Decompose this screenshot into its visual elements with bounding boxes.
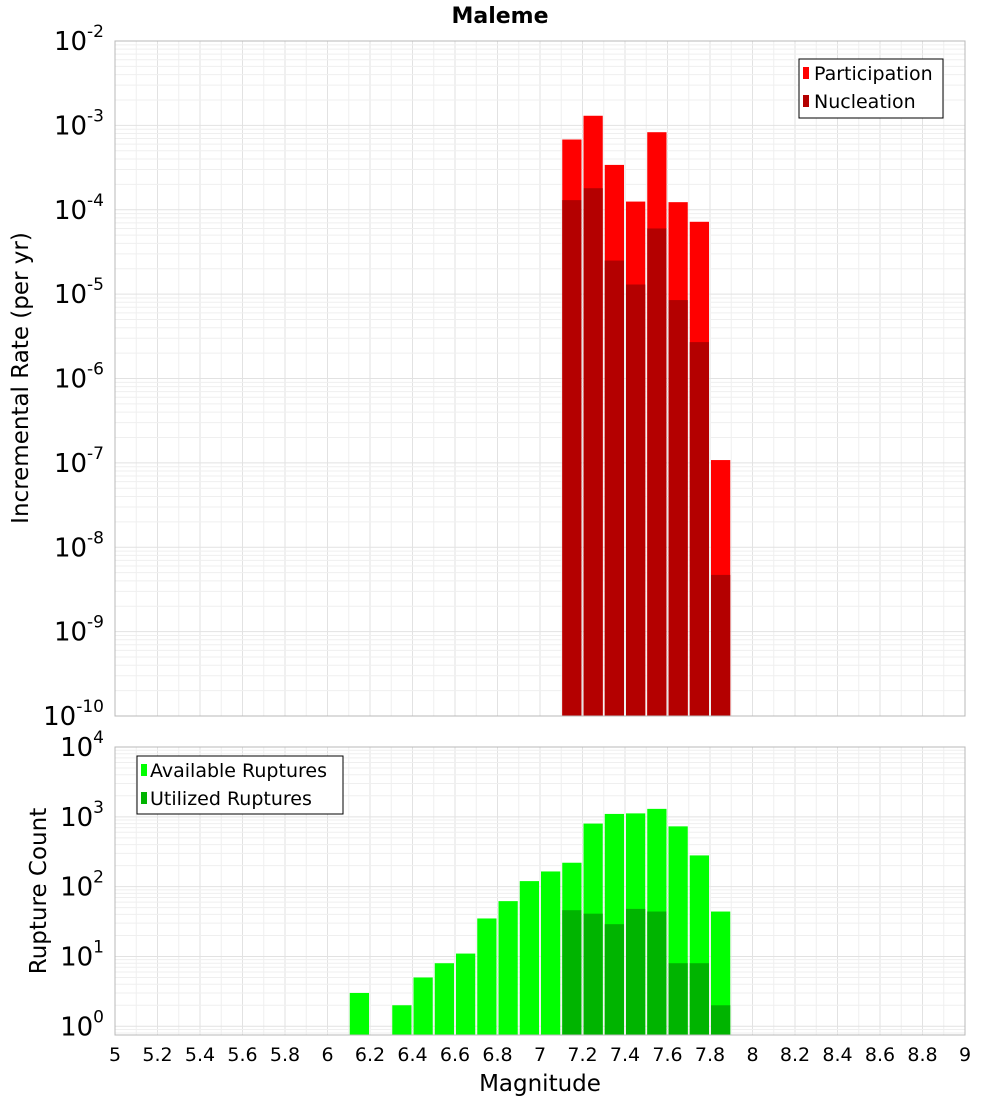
bar-available-ruptures (519, 881, 539, 1035)
bar-available-ruptures (498, 901, 518, 1035)
bottom-plot-frame (114, 746, 966, 1036)
bottom-y-axis-title: Rupture Count (26, 808, 52, 974)
y-tick-label: 10-10 (43, 697, 104, 732)
bottom-legend: Available Ruptures Utilized Ruptures (136, 755, 344, 815)
legend-swatch-available-ruptures (141, 764, 147, 776)
bottom-y-tick-labels: 100 101 102 103 104 (60, 728, 104, 1042)
x-tick-label: 8.4 (822, 1044, 852, 1066)
x-tick-label: 7 (534, 1044, 546, 1066)
y-tick-label: 10-4 (54, 191, 104, 226)
bar-available-ruptures (413, 977, 433, 1035)
bar-utilized-ruptures (668, 963, 688, 1035)
legend-label-available-ruptures: Available Ruptures (150, 760, 327, 782)
x-tick-label: 6.4 (397, 1044, 427, 1066)
bottom-plot: 100 101 102 103 104 Rupture Count Available … (26, 728, 966, 1042)
bar-utilized-ruptures (689, 963, 709, 1035)
x-tick-label: 9 (959, 1044, 971, 1066)
y-tick-label: 10-9 (54, 613, 104, 648)
bar-nucleation (689, 342, 709, 716)
bar-utilized-ruptures (604, 924, 624, 1035)
top-y-axis-title: Incremental Rate (per yr) (8, 232, 34, 524)
legend-label-participation: Participation (814, 63, 933, 85)
top-legend-box (798, 58, 944, 119)
bottom-legend-box (136, 755, 344, 815)
bar-nucleation (647, 228, 667, 716)
top-plot-frame (114, 40, 966, 717)
x-tick-label: 5.6 (227, 1044, 257, 1066)
legend-entry-participation: Participation (803, 63, 933, 85)
x-tick-label: 7.8 (695, 1044, 725, 1066)
bar-available-ruptures (456, 953, 476, 1035)
y-tick-label: 10-6 (54, 360, 104, 395)
x-tick-label: 6.6 (440, 1044, 470, 1066)
x-tick-label: 7.2 (567, 1044, 597, 1066)
y-tick-label: 102 (60, 868, 104, 903)
x-tick-labels: 5 5.2 5.4 5.6 5.8 6 6.2 6.4 6.6 6.8 7 7.2 7.4 7.6 7.8 8… (109, 1044, 971, 1066)
x-tick-label: 7.4 (610, 1044, 640, 1066)
legend-label-utilized-ruptures: Utilized Ruptures (150, 788, 312, 810)
y-tick-label: 10-3 (54, 106, 104, 141)
legend-label-nucleation: Nucleation (814, 91, 916, 113)
top-y-tick-labels: 10-10 10-9 10-8 10-7 10-6 10-5 10-4 10-3 10-2 (43, 22, 104, 732)
bar-available-ruptures (541, 871, 561, 1035)
x-tick-label: 8 (746, 1044, 758, 1066)
bar-nucleation (604, 260, 624, 716)
bar-utilized-ruptures (562, 910, 582, 1035)
legend-swatch-nucleation (803, 95, 809, 107)
y-tick-label: 10-2 (54, 22, 104, 57)
bar-nucleation (626, 284, 646, 716)
x-tick-label: 8.8 (907, 1044, 937, 1066)
x-tick-label: 5.4 (185, 1044, 215, 1066)
bar-utilized-ruptures (626, 908, 646, 1035)
y-tick-label: 100 (60, 1007, 104, 1042)
bar-utilized-ruptures (711, 1005, 731, 1035)
top-legend: Participation Nucleation (798, 58, 944, 119)
x-tick-label: 5.2 (142, 1044, 172, 1066)
bottom-plot-bars (349, 808, 731, 1035)
x-tick-label: 6.8 (482, 1044, 512, 1066)
y-tick-label: 103 (60, 798, 104, 833)
legend-swatch-participation (803, 67, 809, 79)
bar-available-ruptures (392, 1005, 412, 1035)
x-axis-title: Magnitude (479, 1071, 601, 1097)
x-tick-label: 8.6 (865, 1044, 895, 1066)
y-tick-label: 10-5 (54, 275, 104, 310)
legend-entry-nucleation: Nucleation (803, 91, 916, 113)
bar-available-ruptures (349, 992, 369, 1035)
bar-utilized-ruptures (647, 911, 667, 1035)
top-plot: 10-10 10-9 10-8 10-7 10-6 10-5 10-4 10-3 10-2 In… (8, 22, 966, 732)
x-tick-label: 6 (321, 1044, 333, 1066)
bar-nucleation (711, 574, 731, 716)
legend-swatch-utilized-ruptures (141, 792, 147, 804)
top-plot-grid (114, 41, 966, 717)
legend-entry-available-ruptures: Available Ruptures (141, 760, 327, 782)
x-tick-label: 6.2 (355, 1044, 385, 1066)
x-tick-label: 5.8 (270, 1044, 300, 1066)
y-tick-label: 10-7 (54, 444, 104, 479)
bar-utilized-ruptures (583, 913, 603, 1035)
bar-nucleation (668, 300, 688, 716)
x-tick-label: 5 (109, 1044, 121, 1066)
y-tick-label: 10-8 (54, 528, 104, 563)
y-tick-label: 101 (60, 937, 104, 972)
bar-available-ruptures (711, 911, 731, 1035)
bar-nucleation (562, 200, 582, 716)
bar-nucleation (583, 188, 603, 717)
y-tick-label: 104 (60, 728, 104, 763)
chart-title: Maleme (451, 4, 548, 29)
bar-available-ruptures (477, 918, 497, 1035)
top-plot-bars (562, 115, 731, 717)
legend-entry-utilized-ruptures: Utilized Ruptures (141, 788, 312, 810)
x-tick-label: 7.6 (652, 1044, 682, 1066)
bar-available-ruptures (434, 963, 454, 1035)
x-tick-label: 8.2 (780, 1044, 810, 1066)
